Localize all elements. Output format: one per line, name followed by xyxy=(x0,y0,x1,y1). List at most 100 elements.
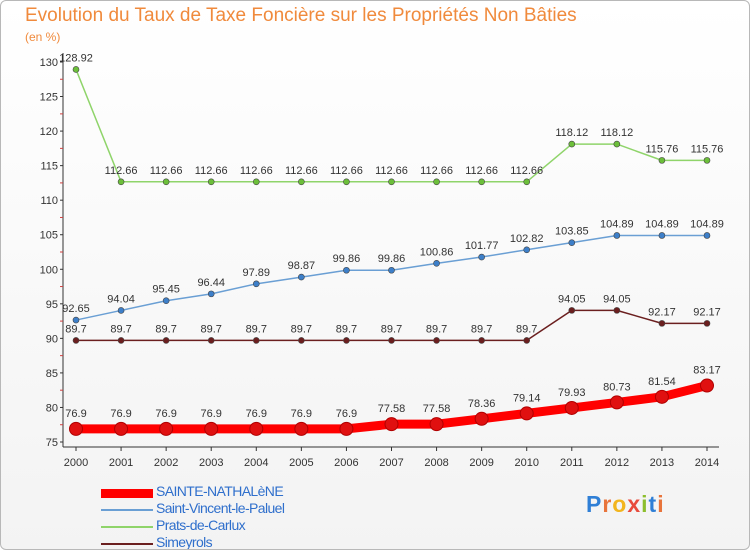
data-label-sainte-nathal-ne: 76.9 xyxy=(110,408,131,420)
data-point-sainte-nathal-ne xyxy=(204,421,219,436)
data-point-prats-de-carlux xyxy=(478,178,485,186)
data-label-sainte-nathal-ne: 76.9 xyxy=(65,408,86,420)
data-point-saint-vincent-le-paluel xyxy=(162,297,170,305)
data-label-simeyrols: 89.7 xyxy=(381,323,402,335)
data-point-simeyrols xyxy=(703,320,711,327)
data-label-prats-de-carlux: 112.66 xyxy=(465,165,498,177)
data-point-prats-de-carlux xyxy=(72,66,80,73)
data-label-simeyrols: 89.7 xyxy=(516,323,537,335)
x-tick-label: 2008 xyxy=(424,457,448,469)
data-point-prats-de-carlux xyxy=(207,178,215,186)
data-label-prats-de-carlux: 112.66 xyxy=(150,165,183,177)
data-label-sainte-nathal-ne: 80.73 xyxy=(603,381,631,393)
data-point-saint-vincent-le-paluel xyxy=(478,253,485,261)
x-tick-label: 2001 xyxy=(109,457,133,469)
data-point-saint-vincent-le-paluel xyxy=(613,232,621,239)
data-label-simeyrols: 94.05 xyxy=(558,293,586,305)
data-label-simeyrols: 94.05 xyxy=(603,293,631,305)
data-point-simeyrols xyxy=(388,337,395,344)
data-point-simeyrols xyxy=(433,337,440,344)
x-tick-label: 2007 xyxy=(379,457,403,469)
data-point-simeyrols xyxy=(343,337,350,344)
y-tick-label: 90 xyxy=(46,333,58,345)
data-point-prats-de-carlux xyxy=(298,178,305,186)
data-label-simeyrols: 89.7 xyxy=(246,323,267,335)
chart-title: Evolution du Taux de Taxe Foncière sur l… xyxy=(25,5,577,26)
data-point-simeyrols xyxy=(252,337,260,344)
data-point-sainte-nathal-ne xyxy=(69,421,83,436)
data-point-sainte-nathal-ne xyxy=(654,389,669,404)
legend-swatch xyxy=(101,543,153,545)
logo-letter: t xyxy=(648,491,658,517)
data-point-simeyrols xyxy=(207,337,215,344)
data-point-prats-de-carlux xyxy=(162,178,170,186)
data-point-sainte-nathal-ne xyxy=(249,421,264,436)
data-point-prats-de-carlux xyxy=(568,140,576,148)
data-point-saint-vincent-le-paluel xyxy=(523,246,531,254)
data-point-saint-vincent-le-paluel xyxy=(658,232,666,239)
data-label-prats-de-carlux: 128.92 xyxy=(59,52,93,64)
data-point-sainte-nathal-ne xyxy=(609,395,624,410)
y-tick-label: 115 xyxy=(40,161,58,173)
data-label-saint-vincent-le-paluel: 94.04 xyxy=(107,293,135,305)
data-label-sainte-nathal-ne: 76.9 xyxy=(291,408,312,420)
legend-swatch xyxy=(101,526,153,528)
legend-label: Prats-de-Carlux xyxy=(156,517,246,533)
data-label-prats-de-carlux: 115.76 xyxy=(646,143,679,155)
x-tick-label: 2012 xyxy=(605,457,629,469)
data-point-prats-de-carlux xyxy=(433,178,440,186)
data-point-simeyrols xyxy=(298,337,305,344)
data-label-saint-vincent-le-paluel: 96.44 xyxy=(197,277,225,289)
data-label-saint-vincent-le-paluel: 97.89 xyxy=(243,267,271,279)
data-point-simeyrols xyxy=(613,307,621,314)
data-point-saint-vincent-le-paluel xyxy=(703,232,711,239)
data-label-prats-de-carlux: 112.66 xyxy=(285,165,318,177)
data-point-simeyrols xyxy=(478,337,485,344)
data-label-sainte-nathal-ne: 81.54 xyxy=(648,376,676,388)
data-point-simeyrols xyxy=(568,307,576,314)
data-label-prats-de-carlux: 112.66 xyxy=(330,165,363,177)
data-point-simeyrols xyxy=(523,337,531,344)
logo-letter: o xyxy=(612,491,628,517)
data-label-saint-vincent-le-paluel: 100.86 xyxy=(420,246,454,258)
data-point-saint-vincent-le-paluel xyxy=(298,273,305,281)
data-label-saint-vincent-le-paluel: 99.86 xyxy=(378,253,406,265)
data-point-simeyrols xyxy=(117,337,125,344)
legend-label: SAINTE-NATHALèNE xyxy=(156,483,284,499)
data-label-simeyrols: 89.7 xyxy=(336,323,357,335)
data-point-saint-vincent-le-paluel xyxy=(117,307,125,314)
data-label-saint-vincent-le-paluel: 98.87 xyxy=(288,260,316,272)
legend-swatch xyxy=(101,509,153,511)
data-label-saint-vincent-le-paluel: 99.86 xyxy=(333,253,361,265)
y-tick-label: 100 xyxy=(40,264,58,276)
proxiti-logo: Proxiti xyxy=(586,491,665,518)
logo-letter: r xyxy=(602,491,613,517)
data-label-prats-de-carlux: 112.66 xyxy=(510,165,543,177)
x-tick-label: 2000 xyxy=(64,457,88,469)
data-label-simeyrols: 92.17 xyxy=(693,306,721,318)
y-tick-label: 130 xyxy=(40,57,58,69)
data-label-simeyrols: 89.7 xyxy=(426,323,447,335)
data-label-sainte-nathal-ne: 83.17 xyxy=(693,365,721,377)
data-point-prats-de-carlux xyxy=(343,178,350,186)
data-label-simeyrols: 89.7 xyxy=(201,323,222,335)
logo-letter: P xyxy=(586,491,603,517)
logo-letter: x xyxy=(627,491,642,517)
data-label-sainte-nathal-ne: 77.58 xyxy=(423,403,451,415)
data-point-sainte-nathal-ne xyxy=(339,421,354,436)
series-line-saint-vincent-le-paluel xyxy=(75,234,708,321)
data-point-prats-de-carlux xyxy=(388,178,395,186)
data-label-sainte-nathal-ne: 79.93 xyxy=(558,387,586,399)
data-label-sainte-nathal-ne: 77.58 xyxy=(378,403,406,415)
logo-letter: i xyxy=(641,491,649,517)
legend-swatch xyxy=(101,489,153,498)
data-label-sainte-nathal-ne: 76.9 xyxy=(155,408,176,420)
data-point-simeyrols xyxy=(72,337,80,344)
data-label-saint-vincent-le-paluel: 92.65 xyxy=(62,303,90,315)
data-label-prats-de-carlux: 112.66 xyxy=(240,165,273,177)
x-tick-label: 2011 xyxy=(560,457,584,469)
data-point-saint-vincent-le-paluel xyxy=(568,239,576,246)
data-point-saint-vincent-le-paluel xyxy=(252,280,260,288)
data-point-prats-de-carlux xyxy=(117,178,125,186)
